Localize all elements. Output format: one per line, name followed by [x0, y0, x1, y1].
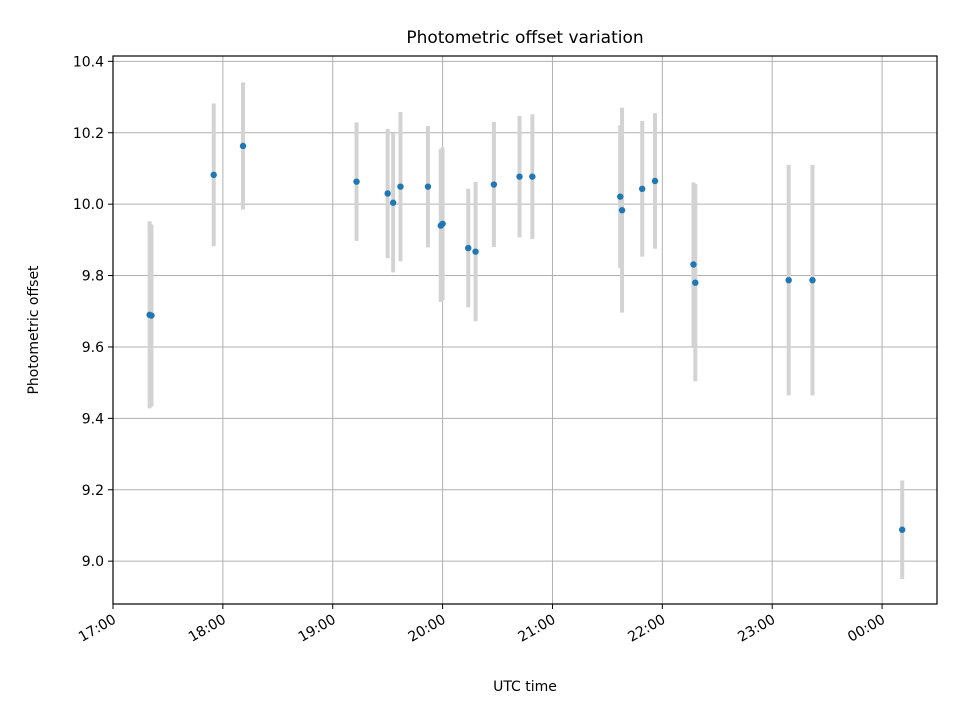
- y-tick-label: 9.4: [82, 411, 104, 427]
- data-point: [690, 261, 697, 268]
- data-point: [439, 220, 446, 227]
- chart-title: Photometric offset variation: [406, 28, 643, 48]
- y-tick-label: 10.4: [73, 54, 104, 70]
- data-point: [692, 279, 699, 286]
- data-point: [529, 173, 536, 180]
- data-point: [424, 183, 432, 190]
- data-point: [239, 142, 247, 150]
- y-tick-label: 9.8: [82, 269, 104, 285]
- data-point: [899, 526, 906, 533]
- x-tick-label: 22:00: [625, 612, 668, 646]
- x-axis-label: UTC time: [493, 679, 557, 695]
- y-tick-label: 9.0: [82, 554, 104, 570]
- x-tick-label: 20:00: [406, 612, 449, 646]
- y-tick-label: 10.0: [73, 197, 104, 213]
- x-tick-label: 18:00: [186, 612, 229, 646]
- data-point: [384, 190, 391, 197]
- data-point: [638, 185, 646, 193]
- x-axis-ticks: 17:00 18:00 19:00 20:00 21:00 22:00 23:00 00:00: [76, 604, 888, 646]
- y-tick-label: 10.2: [73, 126, 104, 142]
- data-points: [146, 142, 906, 533]
- data-point: [389, 199, 397, 206]
- data-point: [490, 181, 498, 188]
- x-tick-label: 23:00: [735, 612, 778, 646]
- data-point: [618, 207, 626, 214]
- data-point: [617, 193, 624, 200]
- x-tick-label: 17:00: [76, 612, 119, 646]
- data-point: [148, 312, 155, 319]
- y-axis-label: Photometric offset: [26, 265, 42, 395]
- y-axis-ticks: 9.0 9.2 9.4 9.6 9.8 10.0 10.2 10.4: [73, 54, 113, 570]
- x-tick-label: 19:00: [296, 612, 339, 646]
- data-point: [809, 276, 816, 284]
- x-tick-label: 00:00: [845, 612, 888, 646]
- data-point: [397, 183, 404, 190]
- data-point: [210, 171, 217, 179]
- x-tick-label: 21:00: [516, 612, 559, 646]
- plot-area-frame: [112, 55, 938, 605]
- y-tick-label: 9.2: [82, 483, 104, 499]
- grid: [112, 56, 937, 604]
- data-point: [785, 276, 792, 284]
- data-point: [472, 248, 479, 255]
- data-point: [651, 177, 659, 185]
- y-tick-label: 9.6: [82, 340, 104, 356]
- data-point: [353, 178, 360, 185]
- error-bars: [147, 82, 905, 580]
- data-point: [516, 173, 523, 180]
- data-point: [465, 244, 472, 252]
